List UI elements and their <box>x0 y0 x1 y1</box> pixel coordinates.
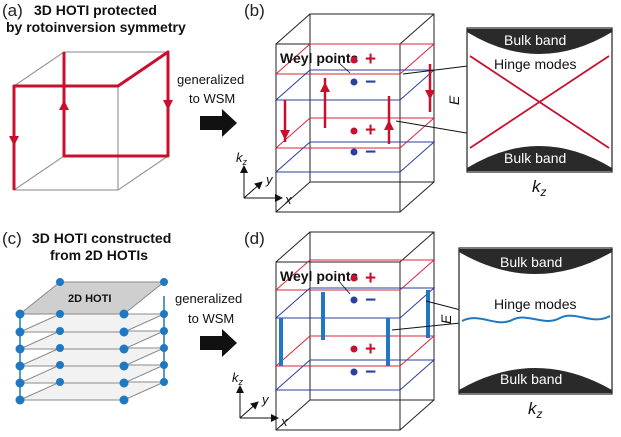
charge-minus-b2: − <box>365 142 376 163</box>
charge-minus-b1: − <box>365 72 376 93</box>
hinge-arrow-down <box>163 100 173 110</box>
energy-label-b: E <box>446 95 462 105</box>
bulk-band-label-bottom-d: Bulk band <box>500 371 562 387</box>
panel-d: (d) Weyl points + − + <box>232 229 613 431</box>
axis-x-label-b: x <box>284 192 292 207</box>
weyl-point-minus <box>350 78 358 86</box>
axis-kz-label-b: k <box>236 150 244 165</box>
axes-d: kz y x <box>232 370 288 429</box>
axis-kz-sub-d: z <box>238 377 244 387</box>
generalize-text-line2-top: to WSM <box>189 91 235 106</box>
generalize-arrow-bottom: generalized to WSM <box>175 291 242 357</box>
charge-plus-d1: + <box>365 268 376 289</box>
weyl-point-minus <box>350 148 358 156</box>
charge-minus-d2: − <box>365 362 376 383</box>
weyl-points-label-d: Weyl points <box>280 268 359 284</box>
weyl-point-plus <box>350 56 358 64</box>
panel-a: (a) 3D HOTI protected by rotoinversion s… <box>2 1 186 191</box>
kz-sub-b: z <box>540 185 547 199</box>
hinge-modes-label-d: Hinge modes <box>494 296 577 312</box>
weyl-point-minus <box>350 296 358 304</box>
block-arrow-icon <box>200 329 237 357</box>
kz-label-b: k <box>532 177 542 196</box>
panel-c-title-line1: 3D HOTI constructed <box>32 230 171 246</box>
bulk-band-label-top-d: Bulk band <box>500 254 562 270</box>
axis-y-label-d: y <box>261 392 270 407</box>
svg-text:kz: kz <box>236 150 248 167</box>
generalize-text-line2-bottom: to WSM <box>188 311 234 326</box>
axes-b: kz y x <box>236 150 292 207</box>
kz-sub-d: z <box>536 407 543 421</box>
hoti-stack: 2D HOTI <box>15 278 168 405</box>
bulk-band-bottom-d <box>459 368 612 393</box>
generalize-text-line1-bottom: generalized <box>175 291 242 306</box>
hinge-loop-a <box>12 50 170 190</box>
box-b: Weyl points + − + − <box>274 13 436 213</box>
bulk-band-bottom-b <box>467 146 612 171</box>
bulk-band-top-b <box>467 29 612 54</box>
svg-text:kz: kz <box>532 177 547 199</box>
axis-kz-label-d: k <box>232 370 240 385</box>
axis-y-label-b: y <box>265 172 274 187</box>
weyl-point-plus <box>350 345 358 353</box>
axis-x-label-d: x <box>280 414 288 429</box>
hinge-arrow-up <box>59 100 69 110</box>
generalize-arrow-top: generalized to WSM <box>177 72 244 137</box>
layer-label: 2D HOTI <box>68 293 111 305</box>
bulk-band-top-d <box>459 249 612 274</box>
charge-plus-b1: + <box>365 49 376 70</box>
energy-label-d: E <box>438 314 454 324</box>
panel-a-title-line1: 3D HOTI protected <box>34 2 157 18</box>
cube-a <box>9 50 173 191</box>
spectrum-d: Bulk band Hinge modes Bulk band E kz <box>438 247 613 421</box>
charge-plus-b2: + <box>365 120 376 141</box>
panel-a-label: (a) <box>2 1 23 20</box>
panel-b-label: (b) <box>244 1 265 20</box>
weyl-point-plus <box>350 274 358 282</box>
hinge-mode-curve-d <box>461 314 611 324</box>
panel-c: (c) 3D HOTI constructed from 2D HOTIs 2D… <box>2 229 171 405</box>
hinge-mode-line-b2 <box>469 55 610 149</box>
charge-plus-d2: + <box>365 339 376 360</box>
weyl-point-plus <box>350 127 358 135</box>
bulk-band-label-top-b: Bulk band <box>504 32 566 48</box>
panel-d-label: (d) <box>244 229 265 248</box>
weyl-point-minus <box>350 368 358 376</box>
hinge-arrow-down-left <box>9 136 19 146</box>
box-d: Weyl points + − + − <box>274 231 436 431</box>
hinge-modes-label-b: Hinge modes <box>494 56 577 72</box>
svg-text:kz: kz <box>232 370 244 387</box>
bulk-band-label-bottom-b: Bulk band <box>504 150 566 166</box>
spectrum-b: Bulk band Hinge modes Bulk band E kz <box>446 27 613 199</box>
charge-minus-d1: − <box>365 290 376 311</box>
svg-text:kz: kz <box>528 399 543 421</box>
panel-c-title-line2: from 2D HOTIs <box>50 247 148 263</box>
block-arrow-icon <box>200 109 237 137</box>
weyl-points-label-b: Weyl points <box>280 50 359 66</box>
panel-c-label: (c) <box>2 229 22 248</box>
axis-kz-sub-b: z <box>242 157 248 167</box>
panel-a-title-line2: by rotoinversion symmetry <box>6 19 186 35</box>
generalize-text-line1-top: generalized <box>177 72 244 87</box>
kz-label-d: k <box>528 399 538 418</box>
panel-b: (b) Weyl points <box>236 1 613 213</box>
